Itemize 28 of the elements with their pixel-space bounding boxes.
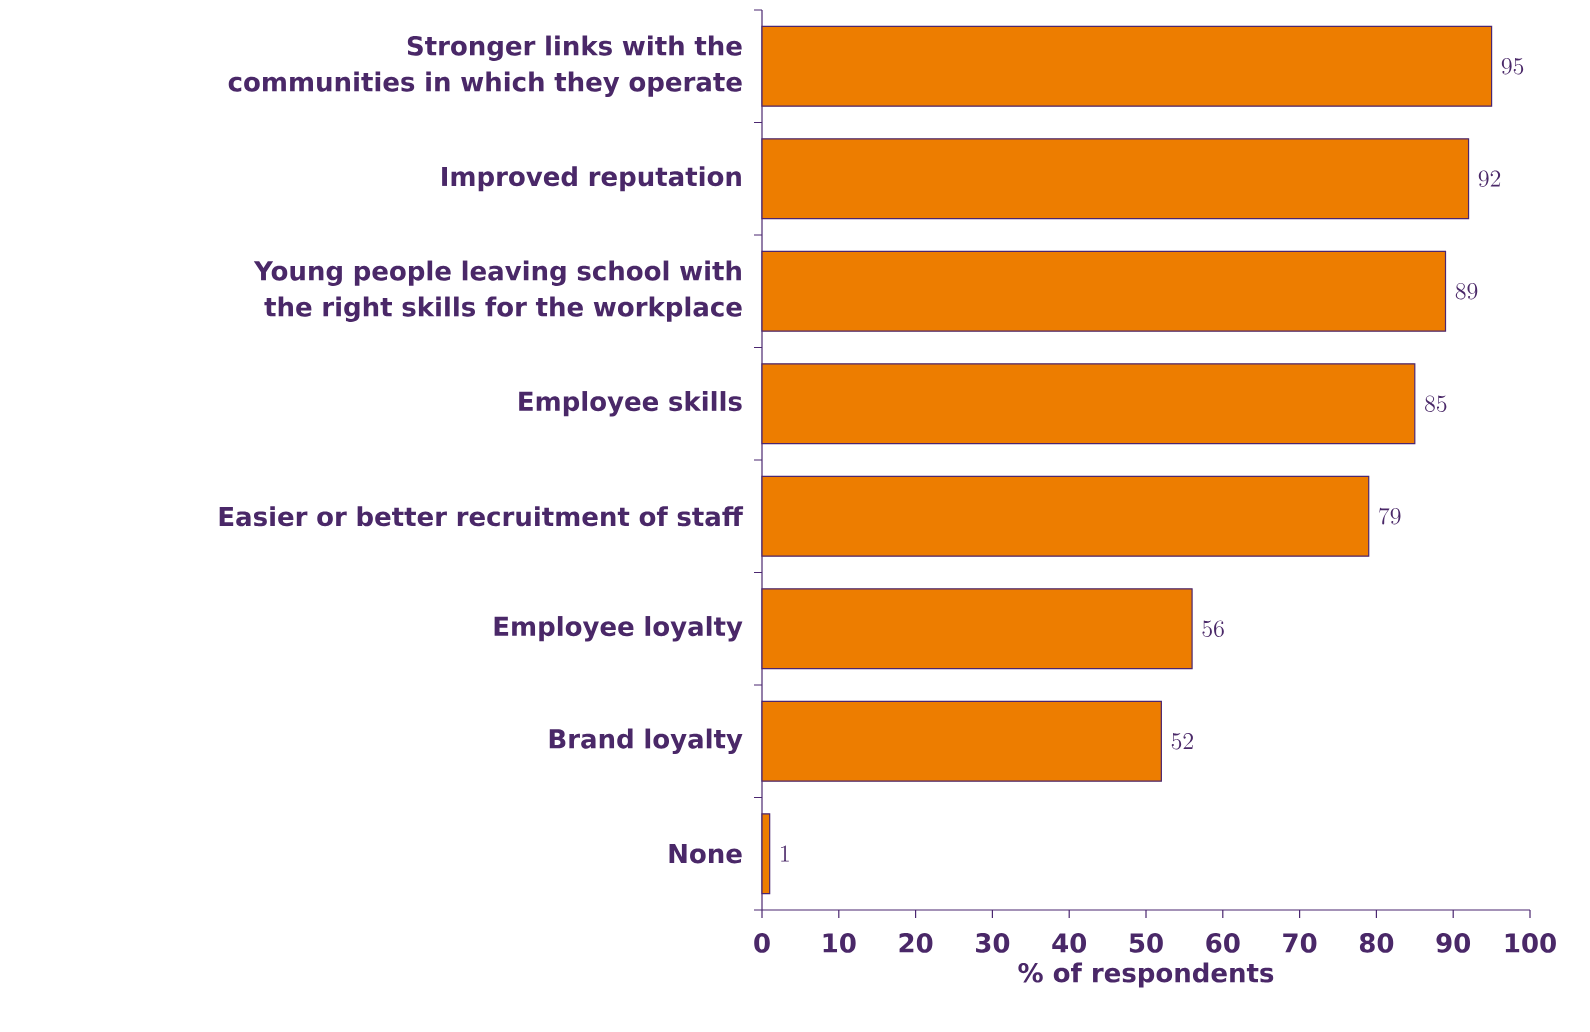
x-tick-label: 60 xyxy=(1206,933,1240,953)
data-label: 52 xyxy=(1171,733,1193,750)
x-tick-label: 100 xyxy=(1505,933,1556,953)
data-label: 95 xyxy=(1501,58,1524,75)
x-tick-label: 80 xyxy=(1359,933,1394,953)
y-tick-label: Employee loyalty xyxy=(494,616,743,642)
x-tick-label: 10 xyxy=(823,933,856,953)
y-tick-label: Employee skills xyxy=(519,391,742,417)
x-axis-title: % of respondents xyxy=(1018,962,1274,988)
data-label: 92 xyxy=(1478,170,1501,187)
data-label: 79 xyxy=(1379,507,1401,525)
x-tick-label: 70 xyxy=(1283,933,1317,953)
x-tick-label: 50 xyxy=(1129,933,1163,953)
x-tick-label: 30 xyxy=(976,933,1010,953)
data-label: 85 xyxy=(1425,395,1447,412)
data-label: 1 xyxy=(781,845,789,862)
y-tick-label: Stronger links with the communities in which they operate xyxy=(228,35,742,97)
y-tick-label: Improved reputation xyxy=(442,166,741,192)
x-tick-label: 20 xyxy=(899,933,933,953)
x-tick-label: 90 xyxy=(1436,933,1471,953)
y-tick-label: Easier or better recruitment of staff xyxy=(219,506,744,527)
y-tick-label: Brand loyalty xyxy=(549,728,743,754)
y-tick-label: Young people leaving school with the right skills for the workplace xyxy=(253,260,742,322)
data-label: 89 xyxy=(1455,283,1478,300)
y-tick-label: None xyxy=(669,844,742,864)
data-label: 56 xyxy=(1202,620,1224,637)
x-tick-label: 0 xyxy=(754,933,770,953)
x-tick-label: 40 xyxy=(1052,933,1087,953)
